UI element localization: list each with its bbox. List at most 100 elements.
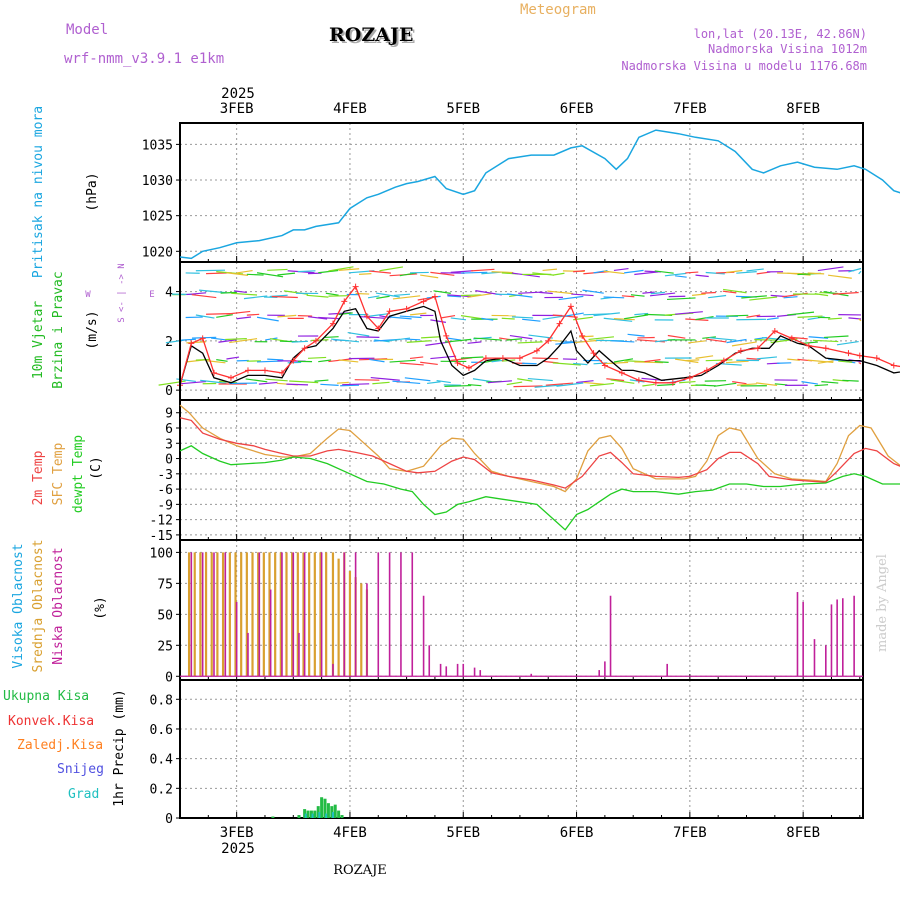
wind-arrow xyxy=(338,312,353,316)
wind-arrow xyxy=(708,294,727,299)
wind-arrow xyxy=(195,358,210,361)
wind-arrow xyxy=(231,292,258,296)
wind-arrow xyxy=(675,311,703,315)
precip-bar-total xyxy=(313,810,317,818)
y-tick-label: 1030 xyxy=(142,174,173,189)
wind-arrow xyxy=(726,314,749,317)
wind-arrow xyxy=(420,274,439,279)
y-tick-label: 75 xyxy=(157,577,173,592)
cloud-ylabel: (%) xyxy=(93,596,108,619)
wind-gust-marker xyxy=(890,362,897,369)
wind-arrow xyxy=(501,317,515,320)
wind-arrow xyxy=(460,315,484,320)
cloud-panel: 0 25 50 75 100 xyxy=(150,539,864,685)
precip-bar-total xyxy=(271,816,275,818)
wind-arrow xyxy=(692,293,706,296)
wind-arrow xyxy=(427,381,441,385)
wind-gust-marker xyxy=(454,360,461,367)
wind-arrow xyxy=(589,382,614,387)
precip-bar-total xyxy=(340,815,344,818)
credit-label: made by Angel xyxy=(875,554,890,652)
precip-bar-hail xyxy=(318,812,321,818)
wind-arrow xyxy=(181,338,196,341)
wind-arrow xyxy=(409,356,424,360)
wind-gust-marker xyxy=(556,320,563,327)
pressure-panel: 1020 1025 1030 1035 xyxy=(142,122,900,263)
wind-ylabel: (m/s) xyxy=(85,310,100,349)
y-tick-label: -12 xyxy=(150,514,173,529)
wind-arrow xyxy=(467,341,482,344)
precip-bar-hail xyxy=(331,812,334,818)
wind-arrow xyxy=(320,383,339,386)
wind-gust-marker xyxy=(244,367,251,374)
y-tick-label: -6 xyxy=(157,483,173,498)
precip-bar-hail xyxy=(311,813,314,818)
wind-gust-marker xyxy=(375,325,382,332)
wind-arrow xyxy=(842,379,859,382)
wind-arrow xyxy=(706,338,727,343)
wind-arrow xyxy=(354,379,380,381)
wind-arrow xyxy=(527,377,553,382)
model-elevation-label: Nadmorska Visina u modelu 1176.68m xyxy=(621,59,867,73)
station-title: ROZAJE xyxy=(329,24,413,46)
wind-arrow xyxy=(517,378,533,382)
wind-arrow xyxy=(307,316,328,320)
wind-arrow xyxy=(787,311,815,316)
wind-panel: 024 xyxy=(158,261,900,401)
wind-arrow xyxy=(630,294,645,297)
bottom-day-label: 5FEB xyxy=(446,825,480,841)
wind-arrow xyxy=(393,293,411,297)
y-tick-label: 1035 xyxy=(142,138,173,153)
wind-arrow xyxy=(667,334,686,339)
wind-arrow xyxy=(726,360,749,364)
wind-arrow xyxy=(447,294,472,298)
wind-arrow xyxy=(318,359,332,363)
y-tick-label: -3 xyxy=(157,468,173,483)
wind-arrow xyxy=(336,381,349,384)
y-tick-label: 4 xyxy=(165,286,173,301)
wind-key-east: E xyxy=(149,290,154,300)
bottom-day-label: 4FEB xyxy=(333,825,367,841)
bottom-day-label: 7FEB xyxy=(673,825,707,841)
model-label: Model xyxy=(66,22,108,38)
wind-arrow xyxy=(766,317,779,321)
y-tick-label: 0.8 xyxy=(150,693,173,708)
wind-side-label-2: Brzina i Pravac xyxy=(51,271,66,388)
wind-arrow xyxy=(664,272,687,277)
precip-bar-total xyxy=(303,809,307,818)
wind-gust-marker xyxy=(720,357,727,364)
wind-gust-marker xyxy=(443,332,450,339)
wind-arrow xyxy=(582,289,604,294)
wind-gust-marker xyxy=(290,357,297,364)
wind-arrow xyxy=(588,336,615,341)
wind-arrow xyxy=(836,340,859,346)
bottom-day-labels: 3FEB 4FEB 5FEB 6FEB 7FEB 8FEB xyxy=(220,825,820,841)
precip-bar-total xyxy=(306,810,310,818)
wind-arrow xyxy=(229,338,258,344)
wind-arrow xyxy=(375,292,400,298)
wind-arrow xyxy=(634,312,649,316)
wind-arrow xyxy=(267,358,284,361)
wind-arrow xyxy=(797,315,823,318)
precip-bar-total xyxy=(316,806,320,818)
wind-arrow xyxy=(225,338,247,341)
wind-arrow xyxy=(517,341,543,344)
wind-arrow xyxy=(667,297,696,301)
wind-arrow xyxy=(404,377,431,382)
wind-arrow xyxy=(688,340,706,344)
top-day-label: 3FEB xyxy=(220,101,254,117)
wind-arrow xyxy=(243,295,268,300)
wind-arrow xyxy=(610,379,635,384)
wind-arrow xyxy=(539,291,553,295)
temp-side-label-2: SFC Temp xyxy=(51,443,66,506)
cloud-side-label-3: Niska Oblacnost xyxy=(51,547,66,664)
wind-arrow xyxy=(450,317,467,321)
y-tick-label: 9 xyxy=(165,407,173,422)
wind-arrow xyxy=(389,316,412,320)
precip-bar-total xyxy=(337,810,341,818)
wind-arrow xyxy=(732,381,747,385)
wind-arrow xyxy=(679,380,696,384)
wind-arrow xyxy=(613,358,634,363)
wind-arrow xyxy=(256,272,284,278)
wind-arrow xyxy=(731,341,757,347)
